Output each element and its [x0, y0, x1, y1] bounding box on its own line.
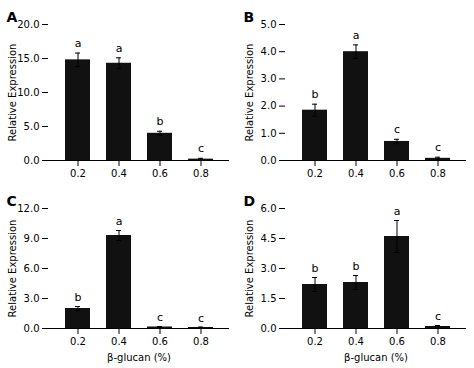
svg-text:b: b — [312, 262, 319, 275]
svg-text:0.0: 0.0 — [24, 155, 40, 166]
svg-text:b: b — [353, 260, 360, 273]
svg-text:6.0: 6.0 — [261, 203, 277, 214]
svg-text:a: a — [116, 215, 123, 228]
svg-text:0.4: 0.4 — [111, 168, 127, 179]
svg-text:4.0: 4.0 — [261, 46, 277, 57]
svg-text:5.0: 5.0 — [24, 121, 40, 132]
svg-text:c: c — [435, 310, 441, 323]
svg-text:D: D — [244, 193, 256, 209]
svg-text:0.8: 0.8 — [430, 168, 446, 179]
svg-text:9.0: 9.0 — [24, 233, 40, 244]
svg-text:0.8: 0.8 — [193, 168, 209, 179]
svg-text:0.6: 0.6 — [152, 336, 168, 347]
svg-text:b: b — [157, 115, 164, 128]
svg-text:Relative Expression: Relative Expression — [7, 220, 18, 318]
svg-text:0.4: 0.4 — [348, 168, 364, 179]
svg-text:15.0: 15.0 — [17, 53, 39, 64]
svg-text:3.0: 3.0 — [261, 73, 277, 84]
svg-text:a: a — [75, 37, 82, 50]
svg-text:c: c — [198, 312, 204, 325]
svg-text:10.0: 10.0 — [17, 87, 39, 98]
svg-text:Relative Expression: Relative Expression — [244, 220, 255, 318]
svg-text:β-glucan (%): β-glucan (%) — [107, 352, 171, 363]
svg-text:0.6: 0.6 — [152, 168, 168, 179]
svg-text:Relative Expression: Relative Expression — [7, 44, 18, 142]
svg-text:a: a — [394, 205, 401, 218]
svg-text:0.2: 0.2 — [70, 336, 86, 347]
svg-text:0.2: 0.2 — [307, 168, 323, 179]
svg-text:0.8: 0.8 — [193, 336, 209, 347]
svg-text:0.6: 0.6 — [389, 336, 405, 347]
svg-text:0.8: 0.8 — [430, 336, 446, 347]
svg-text:2.0: 2.0 — [261, 100, 277, 111]
svg-text:a: a — [116, 42, 123, 55]
svg-text:0.2: 0.2 — [70, 168, 86, 179]
svg-text:b: b — [75, 291, 82, 304]
svg-text:0.4: 0.4 — [111, 336, 127, 347]
svg-text:0.0: 0.0 — [261, 155, 277, 166]
svg-text:c: c — [157, 311, 163, 324]
svg-text:6.0: 6.0 — [24, 263, 40, 274]
svg-text:A: A — [7, 9, 18, 25]
svg-text:1.0: 1.0 — [261, 128, 277, 139]
svg-text:3.0: 3.0 — [24, 293, 40, 304]
svg-text:c: c — [198, 142, 204, 155]
svg-text:a: a — [353, 29, 360, 42]
svg-text:c: c — [435, 141, 441, 154]
svg-text:B: B — [244, 9, 255, 25]
svg-text:20.0: 20.0 — [17, 19, 39, 30]
svg-text:4.5: 4.5 — [261, 233, 277, 244]
svg-text:C: C — [7, 193, 17, 209]
svg-text:β-glucan (%): β-glucan (%) — [344, 352, 408, 363]
svg-text:0.4: 0.4 — [348, 336, 364, 347]
svg-text:c: c — [394, 123, 400, 136]
svg-text:12.0: 12.0 — [17, 203, 39, 214]
svg-text:5.0: 5.0 — [261, 19, 277, 30]
svg-text:Relative Expression: Relative Expression — [244, 44, 255, 142]
svg-text:b: b — [312, 88, 319, 101]
svg-text:0.0: 0.0 — [261, 323, 277, 334]
svg-text:1.5: 1.5 — [261, 293, 277, 304]
svg-text:0.0: 0.0 — [24, 323, 40, 334]
svg-text:0.6: 0.6 — [389, 168, 405, 179]
svg-text:0.2: 0.2 — [307, 336, 323, 347]
svg-text:3.0: 3.0 — [261, 263, 277, 274]
